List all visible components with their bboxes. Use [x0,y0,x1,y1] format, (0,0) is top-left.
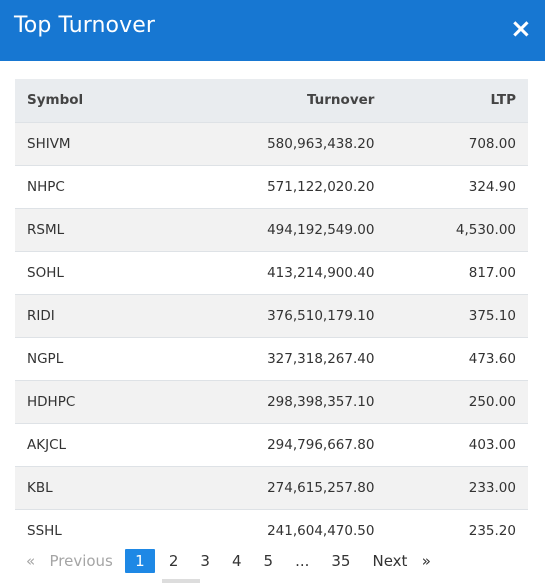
cell-ltp: 403.00 [468,436,516,453]
table-row[interactable]: NHPC 571,122,020.20 324.90 [15,165,528,208]
cell-turnover: 580,963,438.20 [267,135,375,152]
page-button-4[interactable]: 4 [231,552,242,570]
cell-symbol: RSML [27,221,65,238]
modal-header: Top Turnover × [0,0,545,61]
cell-symbol: HDHPC [27,393,76,410]
cell-ltp: 324.90 [468,178,516,195]
cell-ltp: 250.00 [468,393,516,410]
cell-turnover: 327,318,267.40 [267,350,375,367]
cell-symbol: RIDI [27,307,55,324]
cell-symbol: SOHL [27,264,64,281]
page-button-3[interactable]: 3 [200,552,210,570]
scroll-indicator [0,574,545,583]
table-header-row: Symbol Turnover LTP [15,79,528,122]
cell-turnover: 298,398,357.10 [267,393,375,410]
table-row[interactable]: KBL 274,615,257.80 233.00 [15,466,528,509]
column-header-turnover[interactable]: Turnover [306,92,375,109]
table-row[interactable]: AKJCL 294,796,667.80 403.00 [15,423,528,466]
cell-ltp: 817.00 [468,264,516,281]
table-row[interactable]: SSHL 241,604,470.50 235.20 [15,509,528,552]
scrollbar-thumb[interactable] [162,579,200,583]
table-row[interactable]: NGPL 327,318,267.40 473.60 [15,337,528,380]
cell-symbol: AKJCL [27,436,67,453]
cell-ltp: 473.60 [468,350,516,367]
cell-ltp: 233.00 [468,479,516,496]
page-button-1[interactable]: 1 [124,549,155,573]
cell-symbol: SHIVM [27,135,71,152]
table-row[interactable]: HDHPC 298,398,357.10 250.00 [15,380,528,423]
cell-ltp: 708.00 [468,135,516,152]
cell-turnover: 571,122,020.20 [267,178,375,195]
page-button-5[interactable]: 5 [263,552,274,570]
turnover-table-container: Symbol Turnover LTP SHIVM 580,963,438.20… [15,79,528,552]
cell-turnover: 494,192,549.00 [267,221,375,238]
cell-symbol: NHPC [27,178,65,195]
pagination: « Previous 1 2 3 4 5 ... 35 Next » [18,548,439,574]
close-icon[interactable]: × [510,14,532,44]
cell-symbol: KBL [27,479,53,496]
table-row[interactable]: SOHL 413,214,900.40 817.00 [15,251,528,294]
column-header-ltp[interactable]: LTP [490,92,516,109]
cell-symbol: NGPL [27,350,64,367]
page-ellipsis: ... [295,552,310,570]
column-header-symbol[interactable]: Symbol [27,92,84,109]
next-page-button[interactable]: Next » [372,552,431,570]
table-row[interactable]: RIDI 376,510,179.10 375.10 [15,294,528,337]
cell-turnover: 376,510,179.10 [267,307,375,324]
cell-ltp: 235.20 [468,522,516,539]
cell-turnover: 413,214,900.40 [267,264,375,281]
page-button-35[interactable]: 35 [331,552,351,570]
modal-title: Top Turnover [14,13,156,38]
cell-turnover: 294,796,667.80 [267,436,375,453]
table-row[interactable]: SHIVM 580,963,438.20 708.00 [15,122,528,165]
cell-turnover: 241,604,470.50 [267,522,375,539]
cell-ltp: 375.10 [468,307,516,324]
previous-page-button[interactable]: « Previous [26,552,113,570]
page-button-2[interactable]: 2 [168,552,179,570]
turnover-table: Symbol Turnover LTP SHIVM 580,963,438.20… [15,79,528,552]
cell-ltp: 4,530.00 [455,221,516,238]
table-row[interactable]: RSML 494,192,549.00 4,530.00 [15,208,528,251]
cell-turnover: 274,615,257.80 [267,479,375,496]
cell-symbol: SSHL [27,522,62,539]
